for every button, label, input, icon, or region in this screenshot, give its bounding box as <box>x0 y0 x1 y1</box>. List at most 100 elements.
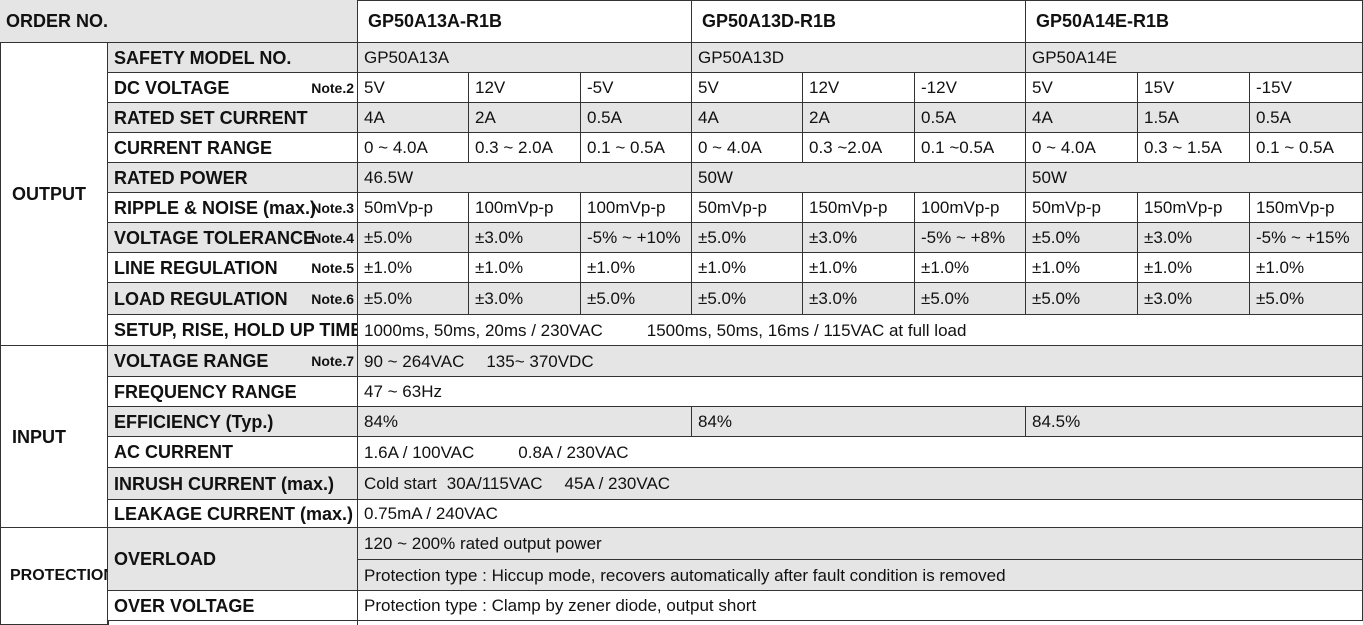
voltage-tolerance-value: ±3.0% <box>1138 223 1250 253</box>
note-ref: Note.4 <box>311 229 354 246</box>
dc-voltage-value: -12V <box>915 73 1026 103</box>
safety-model-value: GP50A13D <box>692 43 1026 73</box>
line-regulation-value: ±1.0% <box>1138 253 1250 283</box>
ripple-noise-value: 100mVp-p <box>469 193 581 223</box>
dc-voltage-value: -5V <box>581 73 692 103</box>
voltage-tolerance-value: ±5.0% <box>692 223 803 253</box>
voltage-range-label: VOLTAGE RANGE <box>114 351 269 371</box>
ac-current-230vac: 0.8A / 230VAC <box>518 442 629 462</box>
rated-current-value: 0.5A <box>915 103 1026 133</box>
row-label-over-voltage: OVER VOLTAGE <box>108 591 358 621</box>
row-label-inrush-current: INRUSH CURRENT (max.) <box>108 468 358 500</box>
voltage-tolerance-value: -5% ~ +15% <box>1250 223 1363 253</box>
model-header: GP50A13D-R1B <box>692 0 1026 43</box>
rated-current-value: 2A <box>469 103 581 133</box>
line-regulation-value: ±1.0% <box>803 253 915 283</box>
rated-current-value: 1.5A <box>1138 103 1250 133</box>
efficiency-value: 84% <box>692 407 1026 437</box>
inrush-current-value: Cold start 30A/115VAC 45A / 230VAC <box>358 468 1363 500</box>
rated-current-value: 0.5A <box>581 103 692 133</box>
note-ref: Note.3 <box>311 199 354 216</box>
current-range-value: 0 ~ 4.0A <box>358 133 469 163</box>
row-label-leakage-current: LEAKAGE CURRENT (max.) <box>108 500 358 528</box>
ripple-noise-label: RIPPLE & NOISE (max.) <box>114 197 317 218</box>
dc-voltage-value: 5V <box>1026 73 1138 103</box>
load-regulation-value: ±3.0% <box>803 283 915 315</box>
leakage-current-value: 0.75mA / 240VAC <box>358 500 1363 528</box>
inrush-cold-start: Cold start <box>364 474 437 493</box>
dc-voltage-value: 5V <box>692 73 803 103</box>
row-label-load-regulation: LOAD REGULATION Note.6 <box>108 283 358 315</box>
current-range-value: 0 ~ 4.0A <box>692 133 803 163</box>
ripple-noise-value: 150mVp-p <box>1250 193 1363 223</box>
load-regulation-value: ±5.0% <box>1026 283 1138 315</box>
inrush-230vac: 45A / 230VAC <box>564 474 671 493</box>
load-regulation-value: ±5.0% <box>358 283 469 315</box>
row-label-rated-power: RATED POWER <box>108 163 358 193</box>
section-output: OUTPUT <box>0 43 108 346</box>
setup-time-value: 1000ms, 50ms, 20ms / 230VAC 1500ms, 50ms… <box>358 315 1363 346</box>
note-ref: Note.7 <box>311 353 354 369</box>
dc-voltage-label: DC VOLTAGE <box>114 77 230 98</box>
rated-current-value: 4A <box>692 103 803 133</box>
overload-value: 120 ~ 200% rated output power <box>358 528 1363 560</box>
load-regulation-value: ±5.0% <box>915 283 1026 315</box>
ripple-noise-value: 150mVp-p <box>1138 193 1250 223</box>
current-range-value: 0.1 ~ 0.5A <box>1250 133 1363 163</box>
row-label-rated-current: RATED SET CURRENT <box>108 103 358 133</box>
voltage-tolerance-value: ±5.0% <box>358 223 469 253</box>
rated-current-value: 4A <box>358 103 469 133</box>
line-regulation-value: ±1.0% <box>469 253 581 283</box>
current-range-value: 0.3 ~2.0A <box>803 133 915 163</box>
dc-voltage-value: 12V <box>469 73 581 103</box>
voltage-tolerance-value: ±5.0% <box>1026 223 1138 253</box>
line-regulation-value: ±1.0% <box>915 253 1026 283</box>
order-no-label: ORDER NO. <box>0 0 358 43</box>
dc-voltage-value: 5V <box>358 73 469 103</box>
current-range-value: 0 ~ 4.0A <box>1026 133 1138 163</box>
rated-power-value: 50W <box>692 163 1026 193</box>
safety-model-value: GP50A13A <box>358 43 692 73</box>
row-label-ac-current: AC CURRENT <box>108 437 358 468</box>
ripple-noise-value: 50mVp-p <box>692 193 803 223</box>
rated-power-value: 50W <box>1026 163 1363 193</box>
rated-power-value: 46.5W <box>358 163 692 193</box>
row-label-setup-time: SETUP, RISE, HOLD UP TIME <box>108 315 358 346</box>
row-label-dc-voltage: DC VOLTAGE Note.2 <box>108 73 358 103</box>
ripple-noise-value: 100mVp-p <box>581 193 692 223</box>
voltage-tolerance-label: VOLTAGE TOLERANCE <box>114 227 316 248</box>
section-protection: PROTECTION <box>0 528 108 625</box>
frequency-range-value: 47 ~ 63Hz <box>358 377 1363 407</box>
current-range-value: 0.1 ~0.5A <box>915 133 1026 163</box>
line-regulation-value: ±1.0% <box>692 253 803 283</box>
row-label-safety-model: SAFETY MODEL NO. <box>108 43 358 73</box>
row-label-voltage-range: VOLTAGE RANGE Note.7 <box>108 346 358 377</box>
voltage-tolerance-value: ±3.0% <box>803 223 915 253</box>
load-regulation-value: ±3.0% <box>1138 283 1250 315</box>
ripple-noise-value: 50mVp-p <box>358 193 469 223</box>
over-voltage-value: Protection type : Clamp by zener diode, … <box>358 591 1363 621</box>
overload-protection-type: Protection type : Hiccup mode, recovers … <box>358 560 1363 591</box>
ripple-noise-value: 150mVp-p <box>803 193 915 223</box>
note-ref: Note.2 <box>311 79 354 96</box>
load-regulation-value: ±5.0% <box>581 283 692 315</box>
rated-current-value: 2A <box>803 103 915 133</box>
table-left-border <box>0 0 1 625</box>
efficiency-value: 84.5% <box>1026 407 1363 437</box>
current-range-value: 0.3 ~ 1.5A <box>1138 133 1250 163</box>
voltage-tolerance-value: ±3.0% <box>469 223 581 253</box>
voltage-range-ac: 90 ~ 264VAC <box>364 351 465 371</box>
voltage-range-dc: 135~ 370VDC <box>486 351 594 371</box>
inrush-115vac: 30A/115VAC <box>446 474 543 493</box>
row-label-ripple-noise: RIPPLE & NOISE (max.) Note.3 <box>108 193 358 223</box>
note-ref: Note.5 <box>311 259 354 276</box>
table-top-border <box>0 0 1363 1</box>
load-regulation-label: LOAD REGULATION <box>114 288 288 309</box>
rated-current-value: 4A <box>1026 103 1138 133</box>
current-range-value: 0.3 ~ 2.0A <box>469 133 581 163</box>
ac-current-value: 1.6A / 100VAC 0.8A / 230VAC <box>358 437 1363 468</box>
model-header: GP50A13A-R1B <box>358 0 692 43</box>
line-regulation-label: LINE REGULATION <box>114 257 278 278</box>
row-label-current-range: CURRENT RANGE <box>108 133 358 163</box>
